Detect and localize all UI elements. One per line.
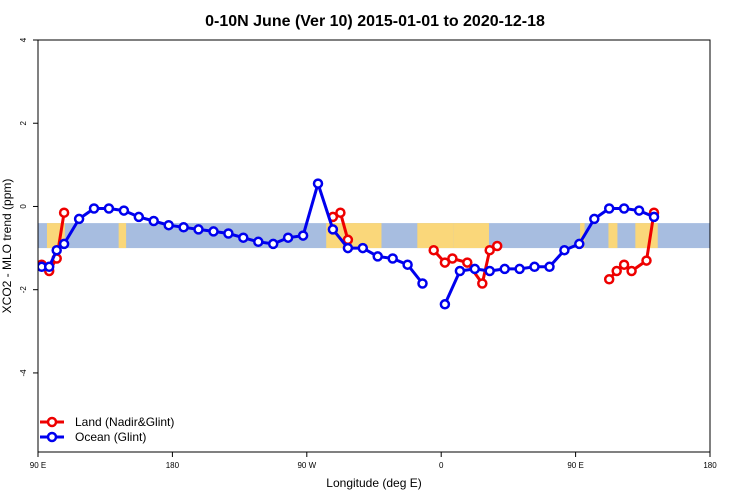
land-point [491, 240, 503, 252]
series-layer [38, 178, 660, 310]
ocean-point [387, 253, 398, 264]
land-point [447, 253, 458, 264]
x-tick-label: 90 E [30, 461, 46, 470]
x-tick-label: 90 E [567, 461, 583, 470]
land-point [58, 207, 70, 218]
land-patch [635, 223, 658, 249]
ocean-point [417, 278, 428, 289]
y-tick-label: 4 [19, 37, 28, 42]
y-tick-label: 2 [19, 120, 28, 125]
ocean-point [267, 238, 279, 250]
ocean-point [208, 226, 219, 237]
land-point [611, 265, 622, 277]
ocean-point [43, 261, 55, 273]
ocean-point [454, 265, 466, 277]
ocean-point [58, 238, 70, 250]
land-point [439, 257, 451, 268]
land-point [641, 255, 652, 266]
ocean-point [178, 222, 189, 233]
ocean-point [282, 232, 294, 243]
y-tick-label: -2 [19, 286, 28, 294]
ocean-point [469, 263, 481, 275]
legend-marker-land [46, 416, 58, 428]
x-tick-label: 180 [166, 461, 180, 470]
chart-title: 0-10N June (Ver 10) 2015-01-01 to 2020-1… [205, 13, 545, 30]
land-patch [453, 223, 489, 249]
x-tick-label: 90 W [297, 461, 316, 470]
land-patch [580, 223, 585, 249]
ocean-point [118, 205, 130, 216]
legend-label-ocean: Ocean (Glint) [75, 430, 146, 444]
ocean-point [193, 224, 204, 235]
ocean-point [297, 230, 309, 241]
land-point [603, 274, 615, 285]
ocean-point [618, 203, 630, 214]
land-point [335, 207, 346, 218]
ocean-point [529, 261, 540, 273]
land-point [626, 265, 637, 277]
land-point [477, 278, 488, 289]
land-patch [353, 223, 382, 249]
ocean-point [484, 265, 495, 277]
land-point [618, 259, 630, 270]
x-tick-label: 180 [703, 461, 717, 470]
ocean-point [103, 203, 115, 214]
ocean-point [133, 211, 145, 223]
ocean-point [544, 261, 555, 273]
y-axis-label: XCO2 - MLO trend (ppm) [0, 179, 14, 314]
land-point [428, 244, 439, 256]
ocean-point [514, 263, 525, 275]
ocean-point [603, 203, 615, 214]
ocean-point [402, 259, 413, 270]
land-patch [118, 223, 127, 249]
ocean-point [238, 232, 249, 243]
ocean-point [327, 224, 339, 235]
map-band [38, 223, 710, 249]
ocean-point [88, 203, 100, 214]
ocean-point [253, 236, 264, 248]
ocean-point [223, 228, 234, 239]
ocean-point [439, 299, 451, 310]
x-axis-label: Longitude (deg E) [326, 476, 421, 490]
ocean-point [51, 244, 62, 256]
legend-marker-ocean [46, 431, 58, 443]
land-point [484, 244, 495, 256]
axis-ticks: 90 E 180 90 W 0 90 E 180 4 2 0 -2 -4 [19, 37, 717, 470]
ocean-point [648, 211, 660, 223]
ocean-point [73, 213, 85, 225]
ocean-point [589, 213, 600, 225]
ocean-point [357, 242, 369, 254]
ocean-point [372, 251, 383, 262]
land-patch [608, 223, 618, 249]
ocean-point [163, 219, 174, 231]
plot-frame [37, 39, 711, 453]
ocean-point [148, 215, 159, 227]
ocean-point [342, 242, 354, 254]
ocean-point [312, 178, 324, 189]
y-tick-label: 0 [19, 204, 28, 209]
ocean-point [499, 263, 510, 275]
land-point [462, 257, 473, 268]
x-tick-label: 0 [439, 461, 444, 470]
ocean-series-line [443, 207, 655, 305]
ocean-series-line [41, 182, 424, 285]
ocean-point [633, 205, 645, 216]
land-patch [417, 223, 454, 249]
y-tick-label: -4 [19, 369, 28, 377]
legend: Land (Nadir&Glint) Ocean (Glint) [40, 415, 174, 444]
legend-label-land: Land (Nadir&Glint) [75, 415, 174, 429]
ocean-point [574, 238, 585, 250]
ocean-point [559, 244, 570, 256]
